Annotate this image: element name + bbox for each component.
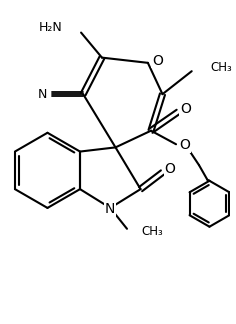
- Text: CH₃: CH₃: [142, 226, 163, 238]
- Text: O: O: [179, 138, 190, 152]
- Text: O: O: [152, 54, 163, 68]
- Text: CH₃: CH₃: [211, 61, 232, 74]
- Text: N: N: [105, 202, 115, 216]
- Text: O: O: [164, 162, 175, 176]
- Text: N: N: [38, 88, 47, 101]
- Text: O: O: [180, 102, 191, 116]
- Text: H₂N: H₂N: [38, 21, 62, 34]
